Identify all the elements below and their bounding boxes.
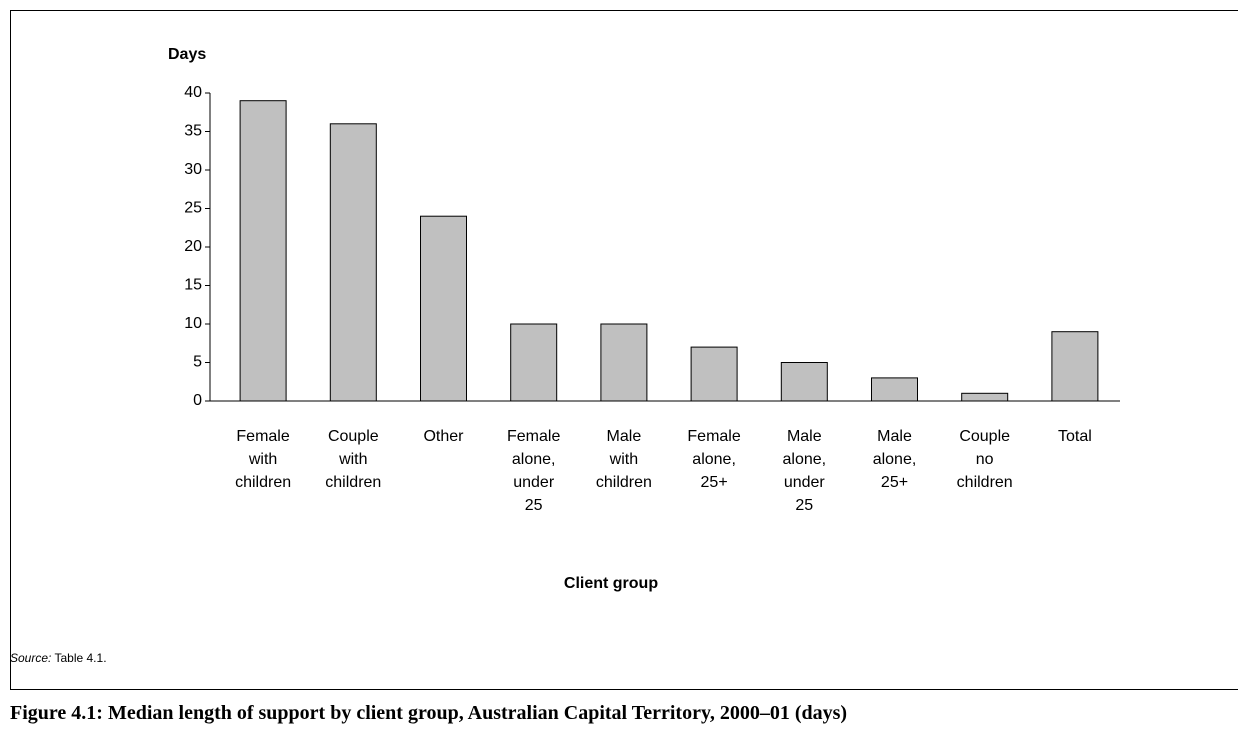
bar (329, 123, 377, 402)
y-tick-label: 0 (193, 392, 202, 409)
x-tick-label: Female with children (235, 428, 292, 491)
x-tick-label: Couple no children (956, 428, 1013, 491)
y-tick-label: 15 (184, 277, 202, 294)
y-axis-label: Days (168, 46, 206, 63)
x-tick-label: Female alone, 25+ (687, 428, 741, 491)
caption: Figure 4.1: Median length of support by … (10, 702, 848, 724)
x-tick-label: Total (1057, 428, 1092, 445)
y-tick-label: 40 (184, 84, 202, 101)
bar (780, 362, 828, 402)
x-tick-label: Female alone, under 25 (507, 428, 561, 514)
y-tick-label: 25 (184, 200, 202, 217)
bar (600, 323, 648, 402)
y-tick-label: 5 (193, 354, 202, 371)
bar (871, 377, 918, 402)
bar (239, 100, 287, 402)
source: Source: Table 4.1. (10, 651, 107, 665)
x-tick-label: Male alone, 25+ (872, 428, 917, 491)
y-tick-label: 35 (184, 123, 202, 140)
x-tick-label: Couple with children (325, 428, 382, 491)
bar (961, 392, 1009, 402)
x-tick-label: Other (423, 428, 464, 445)
x-tick-label: Male with children (595, 428, 652, 491)
bar (1051, 331, 1099, 402)
x-axis-label: Client group (564, 575, 658, 592)
source-text: Table 4.1. (54, 651, 107, 665)
bar (420, 215, 467, 402)
source-label: Source: (10, 651, 52, 665)
bar (690, 346, 738, 402)
y-tick-label: 30 (184, 161, 202, 178)
bar (510, 323, 558, 402)
x-tick-label: Male alone, under 25 (782, 428, 827, 514)
y-tick-label: 20 (184, 238, 202, 255)
chart-frame (10, 10, 1238, 690)
y-tick-label: 10 (184, 315, 202, 332)
